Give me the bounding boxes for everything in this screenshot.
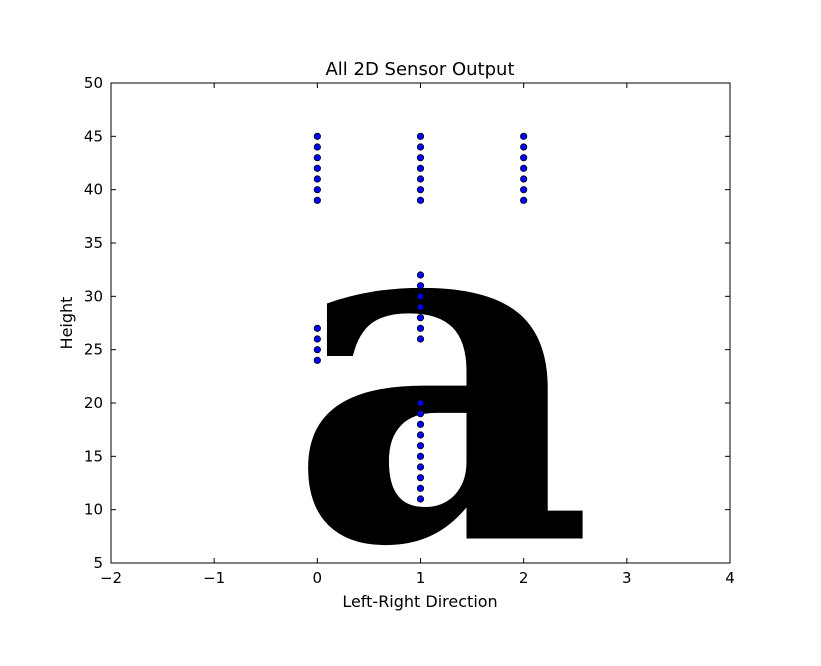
y-tick-label: 50	[84, 74, 103, 92]
sensor-point	[416, 314, 425, 322]
y-axis-label: Height	[57, 297, 76, 350]
sensor-point	[416, 175, 425, 183]
y-tick-label: 40	[84, 181, 103, 199]
sensor-point	[313, 324, 321, 332]
sensor-point	[313, 346, 321, 354]
x-axis-label: Left-Right Direction	[342, 592, 497, 611]
sensor-point	[313, 143, 321, 151]
sensor-point	[416, 495, 425, 503]
sensor-point	[416, 164, 425, 172]
sensor-point	[416, 335, 425, 343]
y-tick-label: 15	[84, 447, 103, 465]
sensor-point	[416, 282, 425, 290]
sensor-point	[416, 452, 425, 460]
sensor-point	[416, 410, 425, 418]
sensor-point	[313, 175, 321, 183]
sensor-point	[520, 154, 528, 162]
y-tick-label: 30	[84, 287, 103, 305]
sensor-point	[416, 463, 425, 471]
sensor-point	[416, 442, 425, 450]
sensor-point	[520, 196, 528, 204]
x-tick-label: −1	[203, 569, 225, 587]
y-tick-label: 5	[93, 554, 103, 572]
sensor-point	[416, 420, 425, 428]
sensor-point	[416, 431, 425, 439]
sensor-point	[416, 324, 425, 332]
sensor-points	[313, 132, 528, 503]
sensor-point	[520, 132, 528, 140]
sensor-point	[416, 143, 425, 151]
sensor-point	[313, 132, 321, 140]
y-tick-label: 10	[84, 501, 103, 519]
sensor-point	[313, 356, 321, 364]
sensor-point	[416, 154, 425, 162]
sensor-point	[313, 196, 321, 204]
sensor-point	[520, 143, 528, 151]
sensor-point	[416, 474, 425, 482]
sensor-point	[313, 335, 321, 343]
sensor-point	[520, 164, 528, 172]
sensor-point	[416, 484, 425, 492]
y-tick-label: 25	[84, 341, 103, 359]
x-tick-label: 4	[725, 569, 735, 587]
chart-title: All 2D Sensor Output	[325, 59, 514, 80]
y-tick-label: 45	[84, 127, 103, 145]
x-tick-label: −2	[100, 569, 122, 587]
y-tick-label: 35	[84, 234, 103, 252]
glyph-letter: a	[289, 97, 594, 649]
sensor-point	[313, 164, 321, 172]
sensor-point	[416, 186, 425, 194]
sensor-point	[416, 271, 425, 279]
sensor-point	[416, 399, 425, 407]
sensor-point	[313, 154, 321, 162]
sensor-point	[416, 132, 425, 140]
letter-a-glyph: a	[289, 97, 594, 649]
sensor-point	[520, 175, 528, 183]
sensor-point	[416, 196, 425, 204]
sensor-point	[416, 303, 425, 311]
x-tick-label: 1	[416, 569, 426, 587]
y-tick-label: 20	[84, 394, 103, 412]
x-tick-label: 3	[622, 569, 632, 587]
x-tick-label: 0	[313, 569, 323, 587]
sensor-point	[520, 186, 528, 194]
x-tick-label: 2	[519, 569, 529, 587]
sensor-point	[313, 186, 321, 194]
sensor-point	[416, 292, 425, 300]
